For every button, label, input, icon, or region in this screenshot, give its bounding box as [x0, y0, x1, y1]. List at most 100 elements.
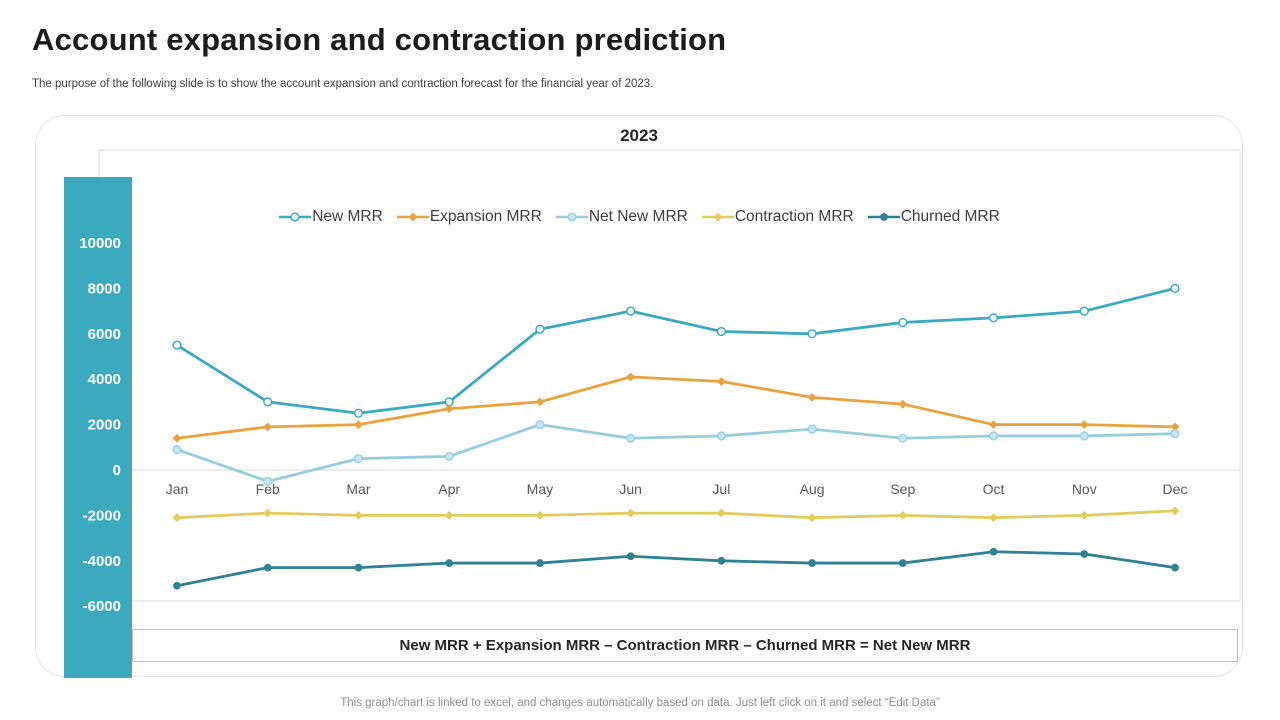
circle-marker-icon: [989, 547, 998, 556]
x-axis-tick-label: Sep: [890, 481, 915, 497]
y-axis-tick-label: 0: [113, 462, 121, 479]
diamond-marker-icon: [716, 508, 726, 518]
open-circle-marker-icon: [353, 408, 364, 418]
diamond-marker-icon: [354, 420, 363, 429]
x-axis-tick-label: Jun: [619, 481, 642, 497]
diamond-marker-icon: [716, 377, 726, 386]
diamond-marker-icon: [535, 511, 545, 520]
circle-marker-icon: [1171, 563, 1179, 572]
circle-marker-icon: [898, 559, 907, 567]
x-axis-tick-label: May: [527, 481, 553, 497]
x-axis-tick-label: Mar: [346, 481, 370, 497]
y-axis-tick-label: -4000: [83, 553, 121, 570]
legend-label: Net New MRR: [588, 208, 688, 225]
light-circle-marker-icon: [1079, 431, 1089, 441]
diamond-marker-icon: [1079, 511, 1089, 520]
diamond-marker-icon: [535, 397, 545, 407]
diamond-marker-icon: [713, 212, 723, 222]
circle-marker-icon: [717, 556, 726, 565]
circle-marker-icon: [536, 559, 544, 567]
light-circle-marker-icon: [626, 433, 636, 443]
y-axis-tick-label: 10000: [79, 235, 121, 252]
series-line-net-new-mrr: [175, 423, 1177, 483]
x-axis-tick-label: Jul: [712, 481, 730, 497]
diamond-marker-icon: [989, 420, 998, 429]
circle-marker-icon: [879, 213, 888, 221]
diamond-marker-icon: [626, 372, 636, 382]
legend-item-new-mrr[interactable]: New MRR: [278, 208, 383, 226]
net-new-mrr-legend-marker-icon: [555, 212, 588, 222]
open-circle-marker-icon: [1170, 283, 1180, 294]
open-circle-marker-icon: [626, 306, 636, 316]
formula-box: New MRR + Expansion MRR – Contraction MR…: [132, 629, 1238, 662]
diamond-marker-icon: [807, 392, 817, 402]
legend-item-expansion-mrr[interactable]: Expansion MRR: [396, 208, 542, 226]
open-circle-marker-icon: [263, 397, 273, 407]
open-circle-marker-icon: [898, 317, 908, 328]
legend-item-churned-mrr[interactable]: Churned MRR: [867, 208, 1000, 226]
formula-text: New MRR + Expansion MRR – Contraction MR…: [399, 637, 971, 654]
page-title: Account expansion and contraction predic…: [32, 22, 727, 57]
diamond-marker-icon: [626, 508, 636, 518]
y-axis-tick-label: 6000: [88, 326, 121, 343]
series-line-expansion-mrr: [175, 375, 1177, 440]
page-subtitle: The purpose of the following slide is to…: [32, 78, 654, 90]
diamond-marker-icon: [263, 508, 273, 518]
x-axis-tick-label: Dec: [1163, 481, 1188, 497]
x-axis-tick-label: Aug: [800, 481, 825, 497]
diamond-marker-icon: [172, 513, 182, 523]
circle-marker-icon: [626, 552, 635, 561]
light-circle-marker-icon: [567, 212, 577, 222]
diamond-marker-icon: [263, 422, 273, 432]
legend-label: New MRR: [312, 208, 383, 225]
diamond-marker-icon: [807, 513, 817, 523]
light-circle-marker-icon: [988, 431, 999, 441]
x-axis-tick-label: Jan: [166, 481, 189, 497]
light-circle-marker-icon: [898, 433, 908, 443]
circle-marker-icon: [354, 563, 363, 572]
light-circle-marker-icon: [807, 424, 817, 434]
legend-label: Expansion MRR: [429, 208, 542, 225]
y-axis-tick-label: -2000: [83, 507, 121, 524]
circle-marker-icon: [808, 559, 816, 567]
chart-title: 2023: [620, 126, 658, 145]
y-axis-tick-label: 8000: [88, 280, 121, 297]
diamond-marker-icon: [989, 513, 998, 523]
circle-marker-icon: [1080, 550, 1089, 558]
contraction-mrr-legend-marker-icon: [701, 212, 734, 222]
legend-item-contraction-mrr[interactable]: Contraction MRR: [701, 208, 854, 226]
light-circle-marker-icon: [444, 451, 454, 461]
light-circle-marker-icon: [172, 445, 182, 455]
y-axis-band: [64, 177, 132, 678]
open-circle-marker-icon: [988, 313, 999, 323]
diamond-marker-icon: [1170, 422, 1180, 432]
legend-item-net-new-mrr[interactable]: Net New MRR: [555, 208, 688, 226]
series-line-churned-mrr: [175, 550, 1177, 588]
light-circle-marker-icon: [353, 454, 364, 464]
diamond-marker-icon: [898, 511, 908, 520]
light-circle-marker-icon: [535, 420, 545, 430]
diamond-marker-icon: [444, 404, 454, 414]
open-circle-marker-icon: [172, 340, 182, 350]
chart-legend: New MRR Expansion MRR Net New MRR Contracti…: [36, 208, 1242, 226]
diamond-marker-icon: [444, 511, 454, 520]
x-axis-tick-label: Feb: [256, 481, 280, 497]
footer-note: This graph/chart is linked to excel, and…: [340, 697, 940, 709]
circle-marker-icon: [263, 563, 272, 572]
light-circle-marker-icon: [263, 476, 273, 486]
legend-label: Churned MRR: [900, 208, 1000, 225]
diamond-marker-icon: [172, 433, 182, 443]
light-circle-marker-icon: [716, 431, 726, 441]
y-axis-tick-label: 2000: [88, 417, 121, 434]
expansion-mrr-legend-marker-icon: [396, 212, 429, 222]
circle-marker-icon: [173, 581, 181, 590]
diamond-marker-icon: [354, 511, 363, 520]
chart-panel: 2023 New MRR Expansion MRR Net New MRR Cont…: [35, 115, 1243, 677]
x-axis-tick-label: Oct: [983, 481, 1005, 497]
light-circle-marker-icon: [1170, 429, 1180, 439]
y-axis-tick-label: 4000: [88, 371, 121, 388]
open-circle-marker-icon: [535, 324, 545, 334]
series-line-new-mrr: [175, 286, 1177, 415]
diamond-marker-icon: [1079, 420, 1089, 429]
